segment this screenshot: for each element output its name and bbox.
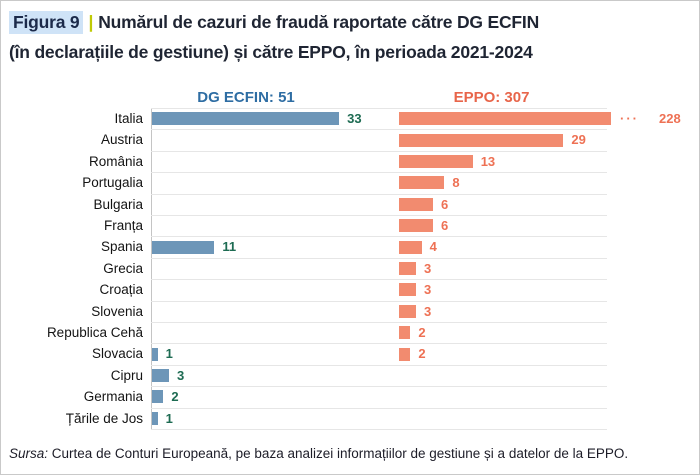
dg-ecfin-value-label: 11 xyxy=(222,239,237,255)
eppo-value-label: 3 xyxy=(424,282,432,298)
country-label: Portugalia xyxy=(82,175,143,191)
eppo-bar xyxy=(399,112,611,126)
dg-ecfin-value-label: 3 xyxy=(177,367,185,383)
eppo-value-label: 6 xyxy=(441,196,449,212)
row-gridline xyxy=(151,407,607,409)
country-label: Croația xyxy=(99,282,143,298)
row-gridline xyxy=(151,215,607,216)
dg-ecfin-bar xyxy=(152,347,158,361)
eppo-value-label: 3 xyxy=(424,260,432,276)
eppo-value-label: 228 xyxy=(659,111,681,126)
source-text: Curtea de Conturi Europeană, pe baza ana… xyxy=(51,446,629,461)
country-label: Slovenia xyxy=(91,303,143,319)
eppo-value-label: 3 xyxy=(424,303,432,319)
eppo-bar xyxy=(399,197,434,211)
country-label: Spania xyxy=(100,239,143,255)
eppo-panel-header: EPPO: 307 xyxy=(453,89,530,106)
row-gridline xyxy=(151,129,607,131)
eppo-bar xyxy=(399,347,411,361)
eppo-bar xyxy=(399,326,411,340)
country-label: Franța xyxy=(103,218,143,233)
eppo-bar xyxy=(399,176,445,190)
country-label: Italia xyxy=(114,111,143,126)
dg-ecfin-value-label: 1 xyxy=(165,346,173,362)
figure-title-line1: Numărul de cazuri de fraudă raportate că… xyxy=(98,12,540,32)
row-gridline xyxy=(151,257,607,259)
country-label: Cipru xyxy=(110,367,143,383)
row-gridline xyxy=(151,364,607,366)
source-prefix: Sursa: xyxy=(9,446,49,461)
row-gridline xyxy=(151,172,607,174)
title-separator: | xyxy=(88,12,94,32)
row-gridline xyxy=(151,236,607,238)
figure-title-line2: (în declarațiile de gestiune) și către E… xyxy=(9,42,533,62)
row-gridline xyxy=(151,386,607,388)
source-note: Sursa: Curtea de Conturi Europeană, pe b… xyxy=(9,446,691,461)
row-gridline xyxy=(151,108,607,109)
eppo-bar xyxy=(399,219,434,233)
dg-ecfin-bar xyxy=(152,369,169,382)
eppo-bar xyxy=(399,133,564,147)
row-gridline xyxy=(151,279,607,281)
dg-ecfin-bar xyxy=(152,390,164,404)
country-label: Bulgaria xyxy=(93,196,143,212)
row-gridline xyxy=(151,343,607,345)
eppo-bar xyxy=(399,155,473,168)
row-gridline xyxy=(151,300,607,302)
dg-ecfin-bar xyxy=(152,411,158,425)
left-axis-line xyxy=(151,108,152,429)
eppo-value-label: 6 xyxy=(441,218,449,233)
country-label: Republica Cehă xyxy=(46,325,143,340)
country-label: Slovacia xyxy=(91,346,143,362)
country-label: Austria xyxy=(100,132,143,148)
country-label: România xyxy=(88,153,143,169)
eppo-value-label: 2 xyxy=(418,325,426,340)
eppo-value-label: 13 xyxy=(480,153,496,169)
row-gridline xyxy=(151,322,607,323)
eppo-bar xyxy=(399,304,416,318)
dg-ecfin-panel-header: DG ECFIN: 51 xyxy=(197,89,295,106)
figure-number-label: Figura 9 xyxy=(9,11,84,34)
eppo-value-label: 8 xyxy=(452,175,460,191)
eppo-value-label: 4 xyxy=(429,239,437,255)
eppo-value-label: 29 xyxy=(571,132,586,148)
eppo-bar xyxy=(399,262,416,275)
figure-title: Figura 9 | Numărul de cazuri de fraudă rap… xyxy=(9,7,691,67)
eppo-bar xyxy=(399,240,422,254)
row-gridline xyxy=(151,429,607,430)
country-label: Germania xyxy=(83,389,143,405)
ellipsis-truncation-indicator: ··· xyxy=(620,111,639,126)
dg-ecfin-value-label: 1 xyxy=(165,410,173,426)
dg-ecfin-value-label: 2 xyxy=(171,389,179,405)
dg-ecfin-value-label: 33 xyxy=(347,111,362,126)
row-gridline xyxy=(151,193,607,195)
eppo-value-label: 2 xyxy=(418,346,426,362)
country-label: Grecia xyxy=(103,260,143,276)
dg-ecfin-bar xyxy=(152,112,340,126)
dg-ecfin-bar xyxy=(152,240,215,254)
row-gridline xyxy=(151,150,607,152)
country-label: Țările de Jos xyxy=(65,410,143,426)
eppo-bar xyxy=(399,283,416,297)
